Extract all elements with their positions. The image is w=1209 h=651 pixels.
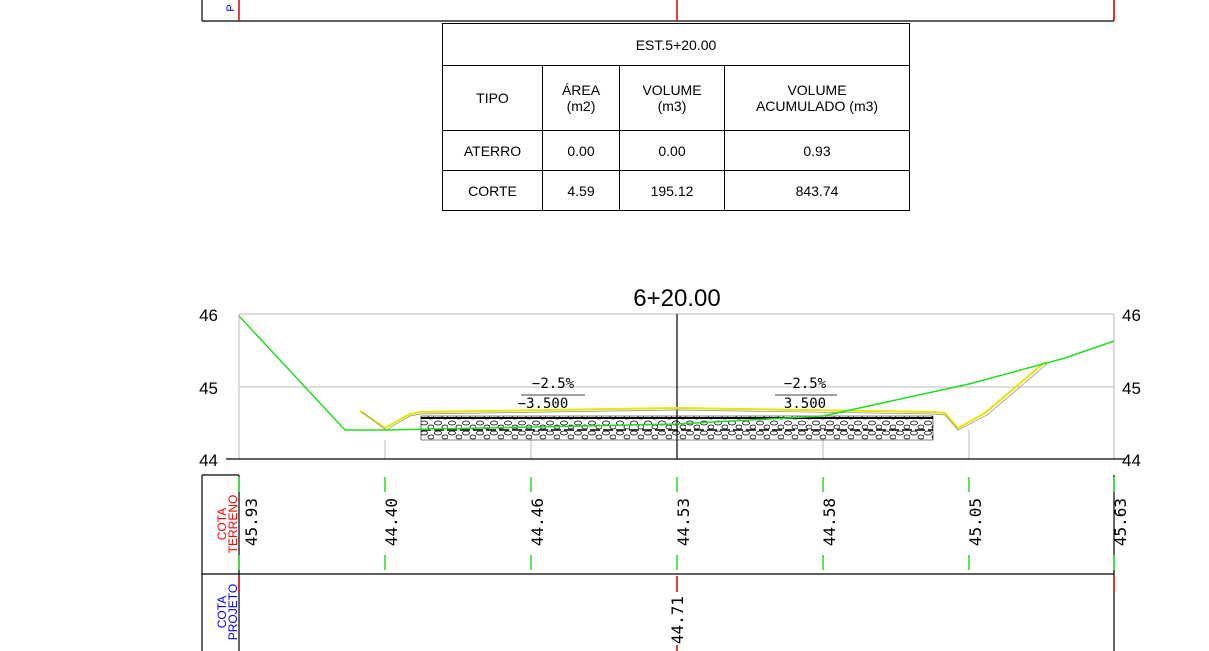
cota-terreno-value: 44.40	[382, 498, 401, 546]
cota-terreno-value: 45.63	[1111, 498, 1130, 546]
header-acumulado-line1: VOLUME	[787, 82, 847, 98]
table-row: CORTE 4.59 195.12 843.74	[442, 170, 910, 211]
slope-left-grade: −2.5%	[532, 376, 575, 392]
header-volume-line2: (m3)	[657, 98, 687, 114]
cota-projeto-band: COTA PROJETO 44.71	[201, 574, 1115, 651]
pavement-outline	[361, 363, 1048, 431]
cota-projeto-label-line2: PROJETO	[226, 584, 240, 640]
header-volume-line1: VOLUME	[642, 82, 702, 98]
row-corte-volume: 195.12	[619, 170, 725, 211]
cota-terreno-label-line2: TERRENO	[226, 495, 240, 554]
volume-table-title: EST.5+20.00	[442, 23, 910, 66]
header-area-line1: ÁREA	[561, 82, 601, 98]
section-title: 6+20.00	[633, 285, 720, 312]
terrain-line	[238, 315, 1115, 431]
y-tick-left-46: 46	[199, 306, 218, 325]
row-corte-acumulado: 843.74	[724, 170, 910, 211]
header-area-line2: (m2)	[566, 98, 596, 114]
cota-terreno-value: 44.53	[674, 498, 693, 546]
row-corte-area: 4.59	[542, 170, 620, 211]
pavement-line	[359, 361, 1046, 430]
header-volume: VOLUME (m3)	[619, 65, 725, 131]
y-tick-right-45: 45	[1122, 379, 1141, 398]
cota-terreno-value: 45.05	[966, 498, 985, 546]
row-aterro-area: 0.00	[542, 130, 620, 171]
cota-terreno-value: 44.58	[820, 498, 839, 546]
slope-left-width: −3.500	[518, 396, 569, 412]
y-tick-left-44: 44	[199, 451, 218, 470]
section-grid	[226, 313, 1126, 460]
row-aterro-volume: 0.00	[619, 130, 725, 171]
header-acumulado-line2: ACUMULADO (m3)	[755, 98, 879, 114]
y-tick-right-46: 46	[1122, 306, 1141, 325]
cota-terreno-label-line1: COTA	[215, 508, 229, 540]
slope-right-width: 3.500	[784, 396, 826, 412]
gravel-base-layer	[420, 415, 934, 441]
row-aterro-tipo: ATERRO	[442, 130, 543, 171]
band-label: P	[225, 4, 237, 11]
y-tick-left-45: 45	[199, 379, 218, 398]
cota-projeto-value: 44.71	[668, 596, 687, 644]
row-corte-tipo: CORTE	[442, 170, 543, 211]
cota-terreno-value: 44.46	[528, 498, 547, 546]
cota-terreno-value: 45.93	[242, 498, 261, 546]
cota-projeto-label-line1: COTA	[215, 596, 229, 628]
header-tipo: TIPO	[442, 65, 543, 131]
cota-terreno-band: COTA TERRENO 45.93 44.40 44.46 44.53 44.…	[201, 474, 1130, 575]
header-volume-acumulado: VOLUME ACUMULADO (m3)	[724, 65, 910, 131]
volume-table: EST.5+20.00 TIPO ÁREA (m2) VOLUME (m3) V…	[442, 23, 910, 211]
header-area: ÁREA (m2)	[542, 65, 620, 131]
slope-right-grade: −2.5%	[784, 376, 827, 392]
y-tick-right-44: 44	[1122, 451, 1141, 470]
